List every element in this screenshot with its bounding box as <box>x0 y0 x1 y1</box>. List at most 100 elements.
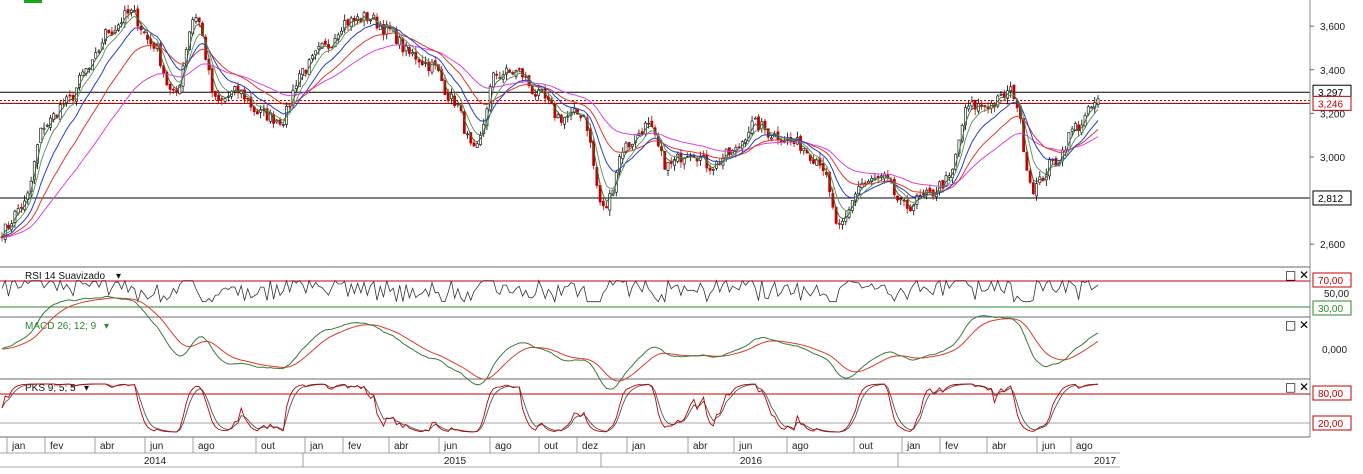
macd-zero-tick: 0,000 <box>1322 345 1347 356</box>
candle-body <box>608 193 612 211</box>
candle-body <box>1012 84 1016 100</box>
candle-body <box>757 116 760 131</box>
candle-body <box>530 85 534 95</box>
candle-body <box>197 17 201 23</box>
candle-body <box>1009 86 1013 93</box>
candle-body <box>1028 170 1032 183</box>
month-label: abr <box>100 441 115 452</box>
price-level-tag <box>1312 190 1352 206</box>
candle-body <box>572 108 576 113</box>
candle-body <box>78 74 81 88</box>
candle-body <box>16 208 20 214</box>
candle-body <box>1035 183 1038 197</box>
pks-d-line <box>1 383 1099 433</box>
candle-body <box>323 40 327 45</box>
rsi-maximize-icon[interactable]: □ <box>1285 268 1296 282</box>
candle-body <box>534 93 537 97</box>
candle-body <box>812 159 815 164</box>
macd-label[interactable]: MACD 26; 12; 9 <box>25 321 97 332</box>
svg-text:70,00: 70,00 <box>1318 276 1343 287</box>
candle-body <box>281 124 285 126</box>
candle-body <box>343 20 347 30</box>
candle-body <box>171 88 175 91</box>
candle-body <box>537 89 541 96</box>
pks-maximize-icon[interactable]: □ <box>1285 380 1296 394</box>
candle-body <box>294 85 298 89</box>
candle-body <box>7 224 10 229</box>
macd-maximize-icon[interactable]: □ <box>1285 318 1296 332</box>
candle-body <box>896 195 899 201</box>
candle-body <box>129 9 133 13</box>
svg-text:30,00: 30,00 <box>1318 304 1343 315</box>
candle-body <box>353 18 356 21</box>
candle-body <box>517 68 521 70</box>
candle-body <box>213 91 217 97</box>
candle-body <box>417 59 421 63</box>
rsi-label[interactable]: RSI 14 Suavizado <box>25 271 105 282</box>
macd-panel: MACD 26; 12; 9 ▾ 0,000 □ ✕ <box>1 295 1347 390</box>
ma-blue-line <box>1 23 1099 239</box>
month-label: abr <box>394 441 409 452</box>
candle-body <box>841 220 844 225</box>
candle-body <box>589 128 592 143</box>
candle-body <box>475 143 479 148</box>
candle-body <box>62 102 65 105</box>
price-level-tag <box>1312 95 1352 111</box>
candle-body <box>1090 106 1093 109</box>
month-label: out <box>859 441 873 452</box>
year-label: 2016 <box>740 456 763 467</box>
candle-body <box>967 105 971 110</box>
month-label: fev <box>348 441 361 452</box>
candle-body <box>970 101 974 107</box>
candle-body <box>553 103 557 118</box>
candle-body <box>627 142 631 148</box>
candle-body <box>711 168 715 171</box>
candle-body <box>753 117 757 120</box>
month-label: out <box>544 441 558 452</box>
ma-red-line <box>1 32 1099 239</box>
candle-body <box>563 117 566 125</box>
candle-body <box>837 223 841 225</box>
candle-body <box>492 72 495 88</box>
candle-body <box>268 112 272 122</box>
candle-body <box>928 187 932 192</box>
pks-tick-20: 20,00 <box>1318 419 1343 430</box>
candle-body <box>1070 128 1074 132</box>
candle-body <box>446 92 450 101</box>
svg-text:50,00: 50,00 <box>1324 289 1349 300</box>
price-tick-label: 3,000 <box>1320 153 1345 164</box>
candle-body <box>844 216 848 222</box>
pks-close-icon[interactable]: ✕ <box>1299 380 1309 394</box>
rsi-close-icon[interactable]: ✕ <box>1299 268 1309 282</box>
pks-label[interactable]: PKS 9; 5; 5 <box>25 383 76 394</box>
pks-k-line <box>1 383 1099 433</box>
candle-body <box>922 193 925 195</box>
macd-dropdown-icon[interactable]: ▾ <box>104 321 109 332</box>
pks-dropdown-icon[interactable]: ▾ <box>84 383 89 394</box>
month-label: jun <box>443 441 457 452</box>
candle-body <box>802 148 806 151</box>
candle-body <box>673 159 676 166</box>
candle-body <box>498 77 502 79</box>
month-label: dez <box>582 441 598 452</box>
price-tick-label: 3,400 <box>1320 66 1345 77</box>
candle-body <box>508 69 511 73</box>
macd-close-icon[interactable]: ✕ <box>1299 318 1309 332</box>
pks-tick-80: 80,00 <box>1318 389 1343 400</box>
candle-body <box>973 100 977 110</box>
candle-body <box>495 73 499 76</box>
candle-body <box>97 50 101 53</box>
candle-body <box>365 12 369 22</box>
candle-body <box>81 71 85 77</box>
candle-body <box>576 109 579 115</box>
candle-body <box>1031 182 1035 195</box>
candle-body <box>650 120 654 127</box>
month-label: ago <box>198 441 215 452</box>
rsi-dropdown-icon[interactable]: ▾ <box>116 271 121 282</box>
candle-body <box>1054 158 1058 166</box>
candle-body <box>404 45 408 52</box>
time-axis[interactable]: jan fev abr jun ago out jan fev abr jun ago out dez j… <box>0 437 1120 468</box>
candle-body <box>559 114 563 123</box>
pks-panel: PKS 9; 5; 5 ▾ 80,00 20,00 □ ✕ <box>0 380 1352 433</box>
